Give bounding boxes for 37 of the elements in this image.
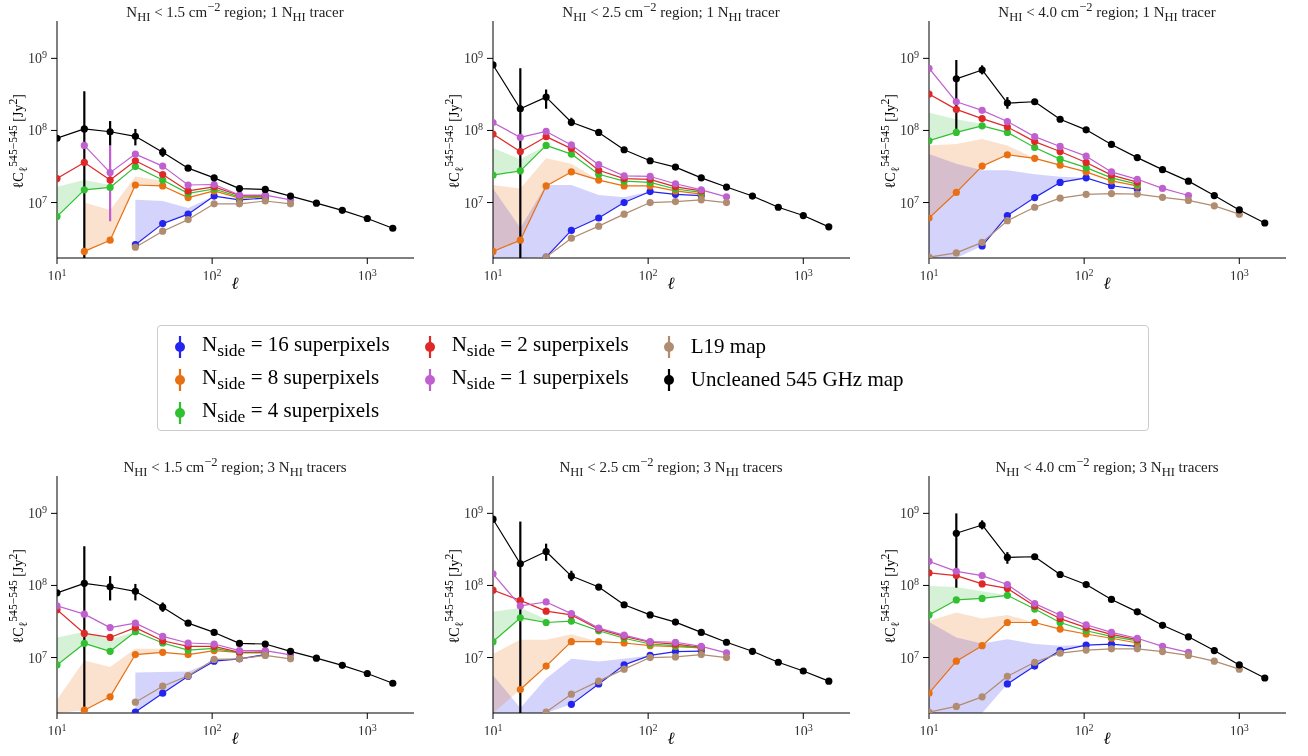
- chart-title: N$_{HI}$ < 2.5 cm$^{−2}$ region; 1 N$_{HI}$ tracer: [562, 0, 780, 24]
- chart-title: N$_{HI}$ < 1.5 cm$^{−2}$ region; 1 N$_{HI}$ tracer: [126, 0, 344, 24]
- chart-title: N$_{HI}$ < 2.5 cm$^{−2}$ region; 3 N$_{HI}$ tracers: [559, 455, 783, 479]
- chart-title: N$_{HI}$ < 4.0 cm$^{−2}$ region; 1 N$_{HI}$ tracer: [998, 0, 1216, 24]
- y-tick-label: 10$^{7}$: [899, 193, 919, 211]
- y-tick-label: 10$^{7}$: [27, 648, 47, 666]
- y-tick-label: 10$^{7}$: [463, 648, 483, 666]
- chart-title: N$_{HI}$ < 1.5 cm$^{−2}$ region; 3 N$_{HI}$ tracers: [123, 455, 347, 479]
- y-tick-label: 10$^{9}$: [899, 48, 919, 67]
- y-tick-label: 10$^{9}$: [899, 503, 919, 522]
- legend-label: L19 map: [690, 334, 766, 359]
- y-tick-label: 10$^{8}$: [27, 120, 47, 139]
- y-tick-label: 10$^{8}$: [463, 575, 483, 594]
- x-axis-title: ℓ: [667, 729, 675, 748]
- x-axis-title: ℓ: [667, 274, 675, 293]
- y-tick-label: 10$^{7}$: [27, 193, 47, 211]
- legend-label: N$_{side}$ = 1 superpixels: [451, 364, 629, 395]
- legend-label: N$_{side}$ = 2 superpixels: [451, 331, 629, 362]
- x-axis-title: ℓ: [1103, 274, 1111, 293]
- legend-label: N$_{side}$ = 4 superpixels: [202, 397, 380, 428]
- y-tick-label: 10$^{7}$: [463, 193, 483, 211]
- y-tick-label: 10$^{9}$: [463, 503, 483, 522]
- y-tick-label: 10$^{9}$: [463, 48, 483, 67]
- y-tick-label: 10$^{8}$: [899, 575, 919, 594]
- x-axis-title: ℓ: [1103, 729, 1111, 748]
- x-axis-title: ℓ: [231, 729, 239, 748]
- x-axis-title: ℓ: [231, 274, 239, 293]
- chart-title: N$_{HI}$ < 4.0 cm$^{−2}$ region; 3 N$_{HI}$ tracers: [995, 455, 1219, 479]
- y-tick-label: 10$^{8}$: [463, 120, 483, 139]
- y-tick-label: 10$^{8}$: [899, 120, 919, 139]
- legend-label: N$_{side}$ = 8 superpixels: [202, 364, 380, 395]
- legend-label: N$_{side}$ = 16 superpixels: [202, 331, 390, 362]
- y-tick-label: 10$^{9}$: [27, 48, 47, 67]
- legend-label: Uncleaned 545 GHz map: [690, 367, 904, 392]
- y-tick-label: 10$^{8}$: [27, 575, 47, 594]
- y-tick-label: 10$^{7}$: [899, 648, 919, 666]
- y-tick-label: 10$^{9}$: [27, 503, 47, 522]
